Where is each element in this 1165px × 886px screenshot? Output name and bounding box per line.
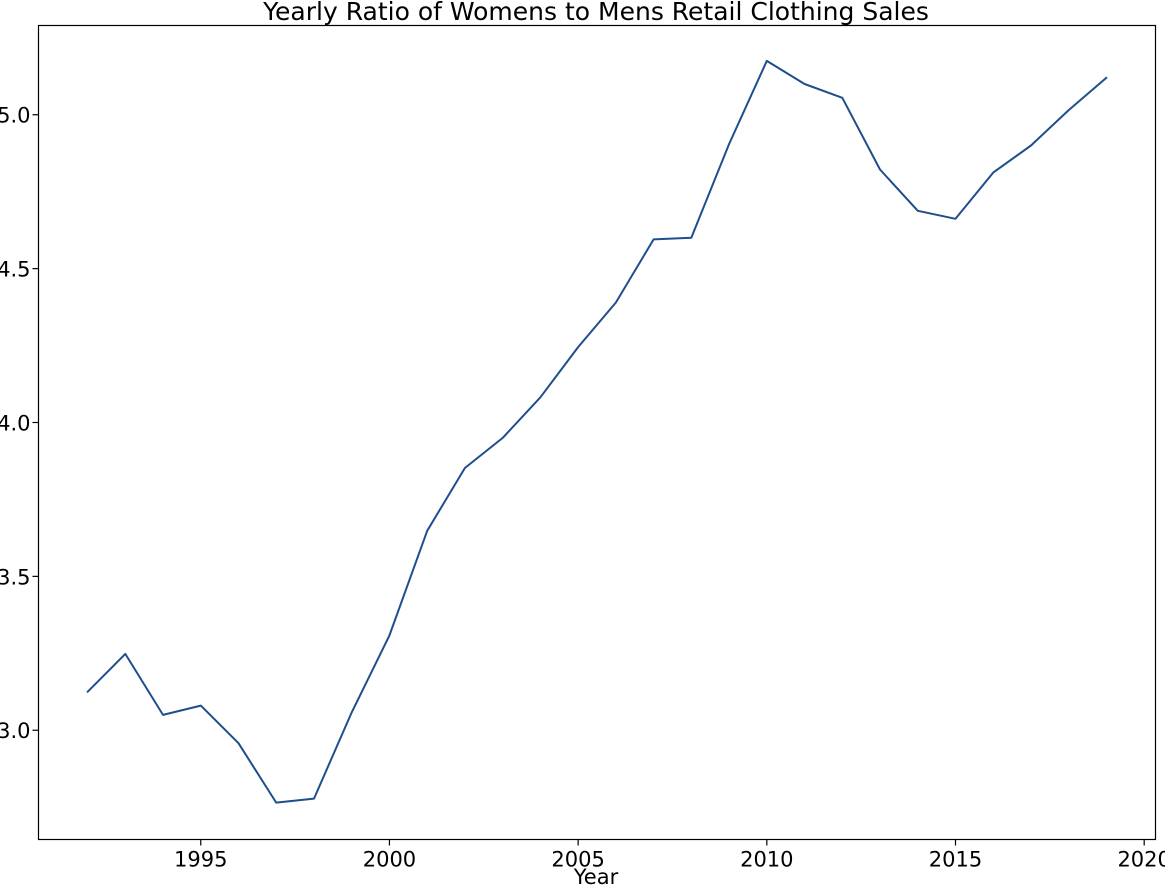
x-tick-label: 2010: [740, 848, 793, 872]
x-tick-label: 1995: [174, 848, 227, 872]
x-tick-label: 2015: [929, 848, 982, 872]
x-axis-label: Year: [573, 865, 619, 886]
y-tick-label: 5.0: [0, 104, 31, 128]
y-tick-label: 4.5: [0, 258, 31, 282]
y-tick-label: 3.5: [0, 565, 31, 589]
y-tick-label: 3.0: [0, 719, 31, 743]
x-tick-label: 2005: [551, 848, 604, 872]
x-tick-label: 2000: [363, 848, 416, 872]
y-tick-label: 4.0: [0, 411, 31, 435]
x-axis: 1995 2000 2005 2010 2015 2020: [174, 839, 1165, 872]
series-line: [86, 59, 1108, 804]
y-axis: 3.0 3.5 4.0 4.5 5.0: [0, 104, 39, 743]
x-tick-label: 2020: [1117, 848, 1165, 872]
chart-title: Yearly Ratio of Womens to Mens Retail Cl…: [262, 0, 929, 26]
plot-area: [37, 24, 1157, 841]
